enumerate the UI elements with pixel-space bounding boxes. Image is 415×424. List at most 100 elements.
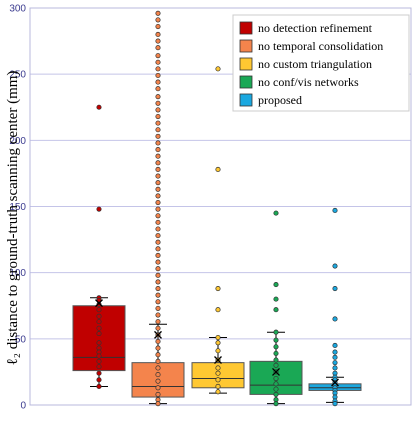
data-point [96, 370, 102, 376]
data-point [155, 199, 161, 206]
data-point [155, 23, 161, 30]
data-point [155, 279, 161, 285]
data-point [273, 337, 279, 343]
legend-label: no custom triangulation [258, 57, 372, 71]
y-axis-label: ℓ₂ distance to ground-truth scanning cen… [5, 71, 21, 366]
y-tick-label: 0 [20, 401, 26, 412]
data-point [155, 127, 161, 133]
grid-lines [30, 73, 411, 340]
data-point [96, 307, 102, 313]
data-point [215, 166, 221, 172]
data-point [215, 370, 221, 376]
data-point [96, 358, 102, 364]
data-point [155, 120, 161, 126]
data-point [155, 166, 161, 172]
mean-marker [331, 378, 339, 387]
data-point [332, 207, 338, 214]
data-point [96, 377, 102, 383]
data-point [155, 233, 161, 239]
data-point [155, 180, 161, 186]
data-point [155, 133, 161, 139]
data-point [155, 378, 161, 384]
mean-marker [95, 299, 103, 308]
data-point [215, 285, 221, 292]
legend-box [232, 14, 410, 112]
data-point [155, 352, 161, 358]
data-point [273, 375, 279, 382]
data-point [155, 107, 161, 113]
data-point [155, 319, 161, 325]
data-point [155, 160, 161, 166]
y-tick-label: 150 [9, 202, 26, 213]
data-point [273, 329, 279, 335]
data-point [273, 282, 279, 288]
data-point [332, 354, 338, 360]
y-tick-label: 50 [15, 334, 27, 345]
legend-label: no conf/vis networks [258, 75, 359, 89]
data-point [273, 362, 279, 368]
box-series [72, 10, 362, 407]
data-point [155, 193, 161, 199]
data-point [273, 307, 279, 313]
legend-swatch [239, 93, 253, 107]
data-point [215, 340, 221, 346]
data-point [215, 334, 221, 341]
legend-swatch [239, 75, 253, 89]
data-point [155, 325, 161, 331]
data-point [155, 113, 161, 120]
data-point [155, 266, 161, 272]
data-point [155, 219, 161, 225]
box-2 [131, 10, 185, 407]
data-point [273, 296, 279, 302]
data-point [96, 330, 102, 337]
data-point [155, 239, 161, 245]
data-point [96, 325, 102, 331]
legend-swatch [239, 21, 253, 35]
data-point [96, 319, 102, 325]
data-point [273, 350, 279, 356]
data-point [332, 360, 338, 366]
data-point [155, 226, 161, 232]
data-point [155, 305, 161, 311]
data-point [155, 338, 161, 345]
data-point [332, 316, 338, 322]
data-point [96, 104, 102, 110]
legend-swatch [239, 39, 253, 53]
data-point [273, 210, 279, 216]
data-point [155, 259, 161, 265]
data-point [96, 353, 102, 359]
y-tick-label: 250 [9, 70, 26, 81]
data-point [155, 299, 161, 305]
y-tick-labels: 0 50 100 150 200 250 300 [9, 4, 26, 412]
data-point [273, 357, 279, 363]
data-point [155, 272, 161, 278]
data-point [155, 401, 161, 407]
legend-swatch [239, 57, 253, 71]
data-point [215, 377, 221, 383]
data-point [155, 53, 161, 59]
data-point [215, 383, 221, 390]
data-point [155, 38, 161, 44]
plot-frame [29, 7, 412, 406]
legend-label: proposed [258, 93, 302, 107]
box-1 [72, 104, 126, 390]
data-point [155, 372, 161, 378]
data-point [155, 173, 161, 179]
data-point [215, 307, 221, 313]
data-point [332, 365, 338, 371]
data-point [155, 206, 161, 212]
data-point [155, 31, 161, 38]
data-point [273, 401, 279, 407]
legend-label: no temporal consolidation [258, 39, 383, 53]
data-point [155, 147, 161, 153]
data-point [155, 59, 161, 65]
data-point [155, 17, 161, 23]
mean-marker [154, 330, 162, 339]
data-point [155, 66, 161, 72]
data-point [332, 263, 338, 269]
data-point [332, 342, 338, 349]
data-point [96, 206, 102, 212]
mean-marker [214, 356, 222, 364]
data-point [155, 10, 161, 16]
